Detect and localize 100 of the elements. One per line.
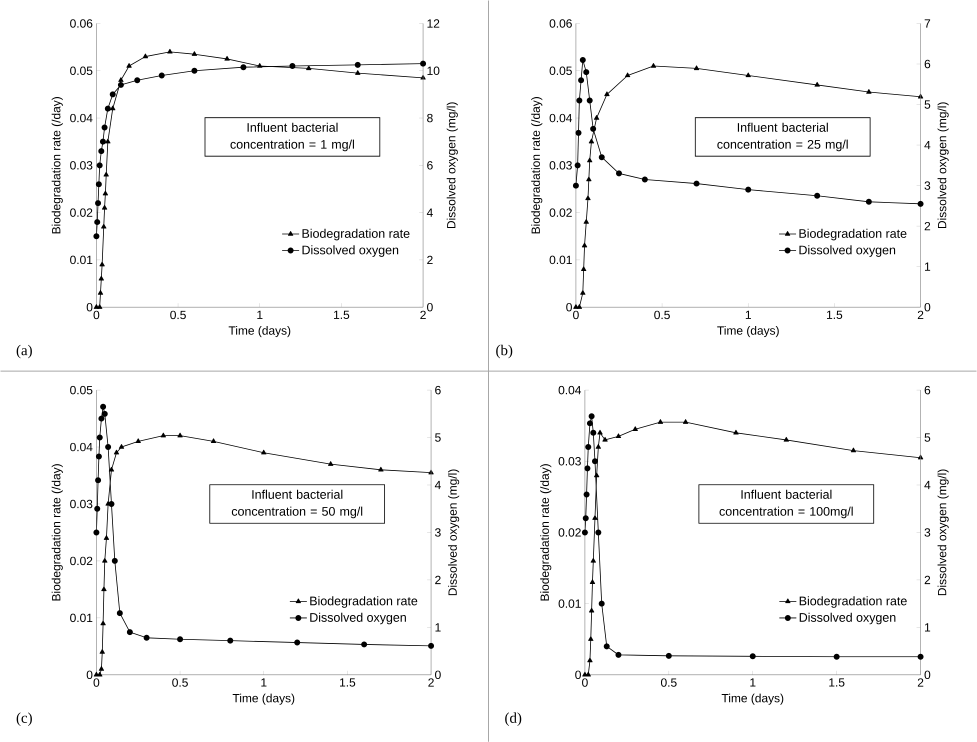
y-tick-label: 0.04 xyxy=(558,386,582,394)
point xyxy=(100,620,106,626)
point xyxy=(98,666,104,671)
y2-axis-title: Dissolved oxygen (mg/l) xyxy=(938,469,949,596)
point xyxy=(142,53,148,58)
point xyxy=(112,558,118,564)
point xyxy=(354,62,361,68)
point xyxy=(596,444,601,449)
point xyxy=(604,643,610,650)
point xyxy=(666,652,672,659)
point xyxy=(604,91,610,96)
point xyxy=(682,419,688,424)
point xyxy=(240,64,246,70)
point xyxy=(102,558,108,563)
x-tick-label: 0.5 xyxy=(172,678,188,687)
x-tick-label: 0 xyxy=(582,678,588,687)
point xyxy=(582,242,588,248)
point xyxy=(584,218,589,224)
point xyxy=(95,200,102,206)
annotation: Influent bacterial concentration = 25 mg/l xyxy=(717,122,848,152)
y-tick-label: 0.04 xyxy=(70,442,93,452)
point xyxy=(101,586,107,591)
point xyxy=(784,436,789,442)
point xyxy=(587,657,593,662)
point xyxy=(594,114,600,120)
text: (b) xyxy=(496,344,512,358)
point xyxy=(355,70,360,75)
point xyxy=(597,430,603,434)
point xyxy=(116,610,123,616)
y-tick-label: 0.04 xyxy=(550,114,572,122)
y2-tick-label: 4 xyxy=(426,208,433,217)
point xyxy=(585,444,592,450)
y2-tick-label: 1 xyxy=(924,262,930,271)
point xyxy=(598,600,605,607)
legend-label: Biodegradation rate xyxy=(310,596,418,608)
point xyxy=(98,415,104,422)
point xyxy=(96,181,102,188)
y-tick-label: 0.05 xyxy=(70,66,92,75)
point xyxy=(428,642,434,649)
point xyxy=(93,233,100,240)
legend-label: Biodegradation rate xyxy=(799,228,906,240)
annotation: Influent bacterial concentration = 50 mg/l xyxy=(232,490,362,518)
point xyxy=(104,535,110,540)
point xyxy=(94,218,100,225)
point xyxy=(750,653,756,660)
x-axis-title: Time (days) xyxy=(232,694,294,705)
y-axis-title: Biodegradation rate (/day) xyxy=(52,464,63,600)
point xyxy=(694,65,700,70)
point xyxy=(850,447,856,452)
y2-tick-label: 2 xyxy=(924,222,930,230)
x-tick-label: 1 xyxy=(257,310,262,319)
x-tick-label: 0.5 xyxy=(660,678,677,687)
point xyxy=(136,438,141,443)
point xyxy=(572,182,579,188)
point xyxy=(158,72,165,78)
point xyxy=(94,506,100,512)
point xyxy=(587,157,592,162)
point xyxy=(576,304,582,309)
point xyxy=(866,88,872,94)
y2-axis-title: Dissolved oxygen (mg/l) xyxy=(938,102,949,228)
x-tick-label: 1.5 xyxy=(827,310,842,319)
x-tick-label: 0 xyxy=(94,310,100,320)
point xyxy=(102,204,108,210)
x-tick-label: 2 xyxy=(918,310,924,319)
point xyxy=(814,82,820,87)
point xyxy=(834,654,840,660)
y2-tick-label: 1 xyxy=(435,623,441,632)
text: (d) xyxy=(505,712,522,726)
point xyxy=(118,444,124,449)
point xyxy=(167,48,173,54)
point xyxy=(93,529,100,536)
point xyxy=(650,62,656,68)
legend-label: Dissolved oxygen xyxy=(800,612,896,624)
y2-tick-label: 4 xyxy=(434,480,441,489)
y2-tick-label: 5 xyxy=(924,100,930,109)
point xyxy=(584,491,590,498)
y-tick-label: 0 xyxy=(86,302,92,312)
point xyxy=(192,51,198,56)
point xyxy=(745,186,752,193)
y-tick-label: 0.06 xyxy=(70,19,92,28)
y-tick-label: 0.01 xyxy=(70,614,92,622)
x-axis-title: Time (days) xyxy=(228,326,290,338)
x-tick-label: 1.5 xyxy=(829,678,844,687)
y-tick-label: 0.03 xyxy=(550,160,572,170)
point xyxy=(694,180,700,186)
point xyxy=(210,438,216,443)
y-tick-label: 0.03 xyxy=(70,500,92,508)
point xyxy=(224,56,230,61)
point xyxy=(586,420,593,426)
point xyxy=(104,105,111,112)
text: (c) xyxy=(16,712,32,726)
point xyxy=(114,450,120,454)
x-axis-title: Time (days) xyxy=(722,694,784,705)
point xyxy=(598,154,605,160)
y2-tick-label: 3 xyxy=(924,181,930,190)
point xyxy=(586,97,593,104)
legend-label: Dissolved oxygen xyxy=(799,245,896,257)
point xyxy=(573,304,579,309)
point xyxy=(588,636,594,641)
point xyxy=(658,419,664,424)
